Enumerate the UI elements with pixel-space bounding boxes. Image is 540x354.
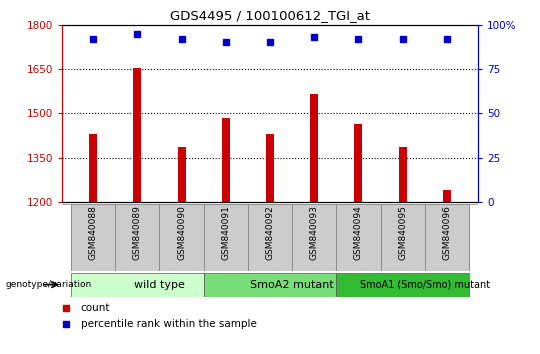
Text: GSM840091: GSM840091 (221, 206, 230, 261)
Bar (425, 204, 469, 271)
Bar (292, 204, 336, 271)
Bar (178, 147, 186, 202)
Bar (381, 204, 425, 271)
Text: SmoA1 (Smo/Smo) mutant: SmoA1 (Smo/Smo) mutant (360, 280, 490, 290)
Bar (266, 134, 274, 202)
Text: GSM840094: GSM840094 (354, 206, 363, 260)
Text: GSM840092: GSM840092 (266, 206, 274, 260)
Bar (204, 273, 336, 297)
Bar (310, 94, 318, 202)
Text: GSM840096: GSM840096 (442, 206, 451, 261)
Text: genotype/variation: genotype/variation (5, 280, 92, 289)
Text: GSM840090: GSM840090 (177, 206, 186, 261)
Bar (399, 147, 407, 202)
Bar (336, 204, 381, 271)
Text: SmoA2 mutant: SmoA2 mutant (250, 280, 334, 290)
Bar (71, 204, 115, 271)
Text: GSM840088: GSM840088 (89, 206, 98, 261)
Bar (222, 118, 230, 202)
Bar (115, 204, 159, 271)
Text: GSM840093: GSM840093 (310, 206, 319, 261)
Text: percentile rank within the sample: percentile rank within the sample (81, 319, 256, 329)
Title: GDS4495 / 100100612_TGI_at: GDS4495 / 100100612_TGI_at (170, 9, 370, 22)
Bar (159, 204, 204, 271)
Bar (71, 273, 204, 297)
Text: GSM840095: GSM840095 (398, 206, 407, 261)
Text: GSM840089: GSM840089 (133, 206, 142, 261)
Bar (354, 124, 362, 202)
Bar (204, 204, 248, 271)
Bar (248, 204, 292, 271)
Bar (133, 68, 141, 202)
Text: count: count (81, 303, 110, 313)
Text: wild type: wild type (134, 280, 185, 290)
Bar (443, 190, 451, 202)
Bar (89, 134, 97, 202)
Bar (336, 273, 469, 297)
